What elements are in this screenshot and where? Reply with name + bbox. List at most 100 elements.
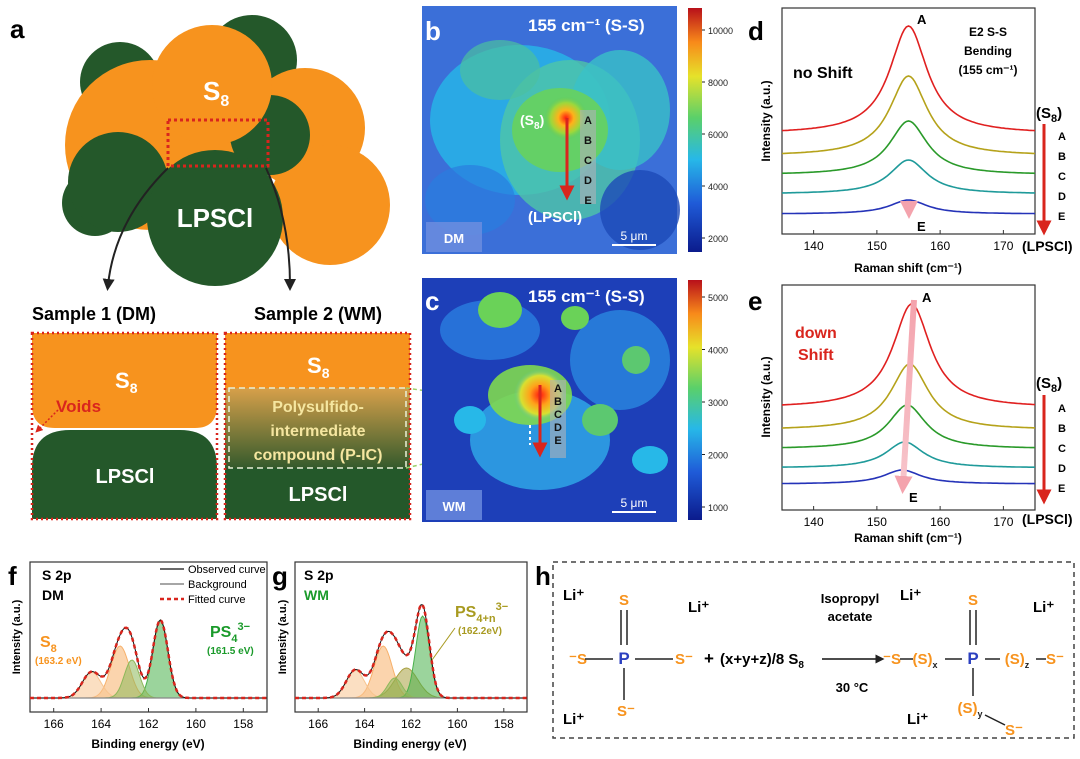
- panel-letter: b: [425, 16, 441, 46]
- li-ion: Li⁺: [900, 587, 921, 604]
- x-tick-label: 140: [804, 515, 824, 529]
- x-tick-label: 164: [355, 717, 375, 731]
- panel-letter: a: [10, 14, 25, 44]
- panel-h: h Li⁺ Li⁺ Li⁺ S P ⁻S S⁻ S⁻ + (x+y+z)/8 S…: [535, 561, 1075, 739]
- voids-arrow: [35, 409, 59, 433]
- sample1-label: Sample 1 (DM): [32, 304, 156, 324]
- side-point-label: C: [1058, 443, 1066, 455]
- point-label: D: [584, 175, 592, 187]
- side-point-label: B: [1058, 151, 1066, 163]
- side-bottom-label: (LPSCl): [1022, 238, 1073, 254]
- x-tick-label: 160: [930, 239, 950, 253]
- colorbar-ticks: 5000 4000 3000 2000 1000: [702, 293, 728, 513]
- side-point-label: D: [1058, 191, 1066, 203]
- y-axis-label: Intensity (a.u.): [277, 599, 289, 674]
- legend-entry: Fitted curve: [188, 594, 245, 606]
- fitted-curve: [295, 603, 527, 700]
- sulfur-atom: S⁻: [675, 651, 693, 668]
- point-label: E: [584, 195, 591, 207]
- curve-top-label: A: [917, 12, 927, 27]
- point-strip: [550, 380, 566, 458]
- point-strip: [580, 110, 596, 204]
- arrow-sample2: [265, 167, 296, 291]
- x-tick-label: 160: [930, 515, 950, 529]
- side-point-label: E: [1058, 211, 1065, 223]
- x-tick-label: 158: [233, 717, 253, 731]
- x-tick-label: 150: [867, 515, 887, 529]
- side-top-label: (S8): [1036, 375, 1062, 395]
- curve-top-label: A: [922, 290, 932, 305]
- x-ticks: 166 164 162 160 158: [308, 708, 514, 731]
- colorbar-tick-label: 8000: [708, 78, 728, 88]
- side-point-label: D: [1058, 463, 1066, 475]
- shift-arrow: [894, 299, 917, 494]
- s8-particle: [270, 145, 390, 265]
- voids-label: Voids: [56, 397, 101, 416]
- legend-entry: Background: [188, 579, 247, 591]
- sample-label: WM: [304, 587, 329, 603]
- point-label: C: [554, 409, 562, 421]
- li-ion: Li⁺: [1033, 599, 1054, 616]
- wm-lpscl-label: LPSCl: [289, 484, 348, 506]
- pic-line3: compound (P-IC): [254, 447, 383, 464]
- curve-bottom-label: E: [917, 219, 926, 234]
- sulfur-atom: S⁻: [1005, 722, 1023, 739]
- temperature: 30 °C: [836, 680, 869, 695]
- xps-fit: [30, 618, 267, 700]
- xps-fit: [295, 603, 527, 700]
- magnify-box: [166, 118, 270, 168]
- product-molecule: Li⁺ Li⁺ Li⁺ S P ⁻S (S)x (S)z S⁻ (S)y S⁻: [883, 587, 1064, 739]
- y-axis-label: Intensity (a.u.): [11, 599, 23, 674]
- peak-value-s8: (163.2 eV): [35, 656, 82, 667]
- point-label: E: [554, 435, 561, 447]
- dm-s8-label: S8: [115, 368, 138, 396]
- panel-letter: g: [272, 561, 288, 591]
- sulfur-atom: ⁻S: [569, 651, 587, 668]
- y-axis-label: Intensity (a.u.): [759, 80, 773, 161]
- sulfur-atom: S: [968, 592, 978, 609]
- point-label: B: [554, 396, 562, 408]
- x-axis-label: Binding energy (eV): [353, 737, 466, 751]
- side-bottom-label: (LPSCl): [1022, 511, 1073, 527]
- x-tick-label: 160: [186, 717, 206, 731]
- scale-label: 5 μm: [621, 229, 648, 243]
- sulfur-atom: S: [619, 592, 629, 609]
- li-ion: Li⁺: [563, 587, 584, 604]
- side-point-label: B: [1058, 423, 1066, 435]
- colorbar-tick-label: 6000: [708, 130, 728, 140]
- x-tick-label: 170: [993, 515, 1013, 529]
- colorbar-tick-label: 10000: [708, 26, 733, 36]
- map-tag: DM: [444, 231, 464, 246]
- dm-box: S8 Voids LPSCl: [30, 331, 219, 521]
- xps-region-label: S 2p: [304, 567, 334, 583]
- colorbar-ticks: 10000 8000 6000 4000 2000: [702, 26, 733, 244]
- panel-letter: f: [8, 561, 17, 591]
- panel-e: e Intensity (a.u.) Raman shift (cm⁻¹) 14…: [748, 284, 1073, 545]
- x-ticks: 140 150 160 170: [804, 506, 1014, 529]
- map-tag: WM: [442, 499, 465, 514]
- colorbar-tick-label: 2000: [708, 234, 728, 244]
- peak-label-s8: S8: [40, 634, 57, 655]
- colorbar: [688, 280, 702, 520]
- s8-marker-label: (S8): [520, 112, 544, 132]
- point-label: D: [554, 422, 562, 434]
- li-ion: Li⁺: [563, 711, 584, 728]
- panel-a: a S8 LPSCl Sample 1 (DM) Sample 2 (WM) S…: [10, 14, 526, 521]
- legend-entry: Observed curve: [188, 564, 266, 576]
- reagent-line: Isopropyl: [821, 591, 880, 606]
- plus-sign: +: [704, 649, 714, 668]
- scale-label: 5 μm: [621, 496, 648, 510]
- scheme-frame: [552, 561, 1075, 739]
- stoichiometry: (x+y+z)/8 S8: [720, 651, 804, 671]
- colorbar-tick-label: 5000: [708, 293, 728, 303]
- lpscl-label: LPSCl: [177, 203, 254, 233]
- annotation-line: (155 cm⁻¹): [958, 63, 1017, 77]
- side-point-label: A: [1058, 403, 1066, 415]
- s8-label: S8: [203, 76, 229, 110]
- x-tick-label: 166: [44, 717, 64, 731]
- phosphorus-atom: P: [967, 649, 978, 668]
